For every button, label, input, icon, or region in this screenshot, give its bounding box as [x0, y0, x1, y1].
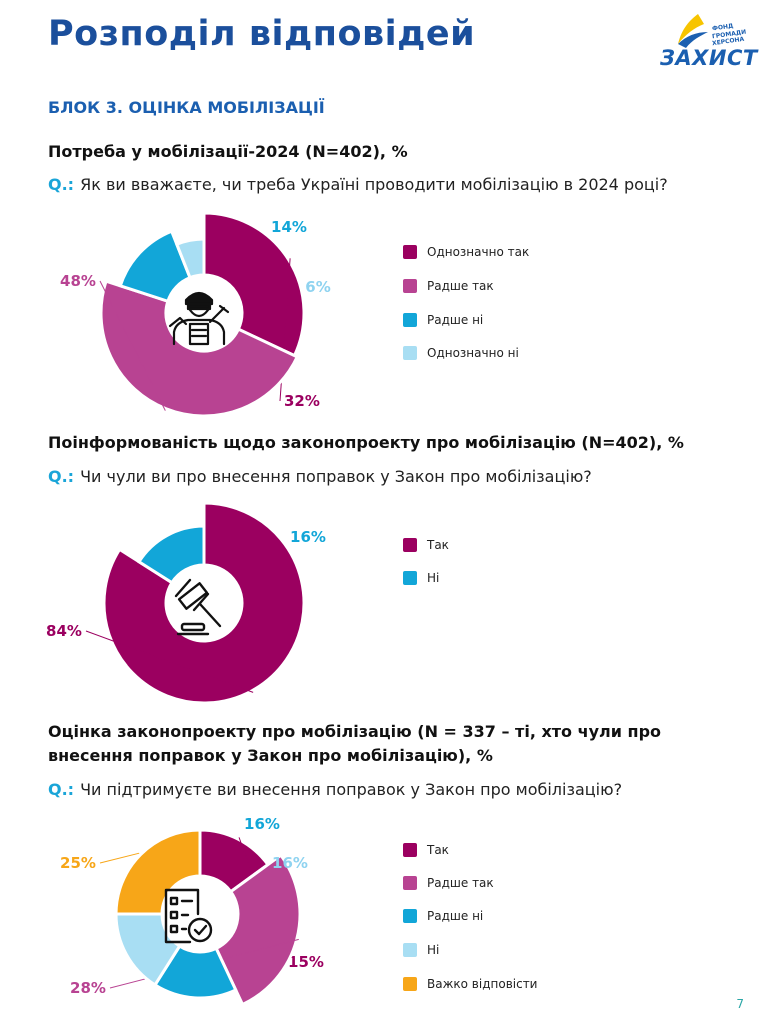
- legend-3-item-3: Радше ні: [403, 907, 483, 925]
- section-1-question-text: Як ви вважаєте, чи треба Україні проводи…: [80, 175, 668, 194]
- legend-swatch: [403, 245, 417, 259]
- gavel-icon: [174, 578, 222, 636]
- chart-3-label-2: 28%: [70, 979, 106, 997]
- soldier-icon: [168, 291, 230, 346]
- legend-3-item-2: Радше так: [403, 874, 494, 892]
- chart-1-label-2: 48%: [60, 272, 96, 290]
- chart-1-label-3: 14%: [271, 218, 307, 236]
- chart-3-leader-5: [99, 852, 140, 864]
- legend-label: Радше так: [427, 876, 494, 890]
- chart-1-leader-2: [99, 280, 166, 411]
- legend-swatch: [403, 943, 417, 957]
- page-title: Розподіл відповідей: [48, 14, 476, 54]
- legend-1-item-4: Однозначно ні: [403, 344, 519, 362]
- chart-2-leader-1: [85, 630, 254, 693]
- legend-swatch: [403, 843, 417, 857]
- section-3-question-text: Чи підтримуєте ви внесення поправок у За…: [80, 780, 623, 799]
- legend-label: Радше ні: [427, 313, 484, 327]
- legend-swatch: [403, 571, 417, 585]
- section-1-title-line: Потреба у мобілізації-2024 (N=402), %: [48, 142, 408, 161]
- legend-swatch: [403, 909, 417, 923]
- chart-2-label-2: 16%: [290, 528, 326, 546]
- legend-swatch: [403, 538, 417, 552]
- legend-1-item-1: Однозначно так: [403, 243, 529, 261]
- chart-3-slice-2: [214, 853, 302, 1007]
- legend-label: Ні: [427, 943, 440, 957]
- section-1-title: Потреба у мобілізації-2024 (N=402), %: [48, 140, 408, 164]
- chart-3-label-5: 25%: [60, 854, 96, 872]
- legend-label: Так: [427, 843, 449, 857]
- logo-flag-icon: [678, 14, 708, 48]
- legend-swatch: [403, 346, 417, 360]
- checklist-icon: [164, 888, 213, 944]
- legend-label: Радше ні: [427, 909, 484, 923]
- legend-1-item-3: Радше ні: [403, 311, 483, 329]
- question-prefix: Q.:: [48, 780, 75, 799]
- section-2-question-text: Чи чули ви про внесення поправок у Закон…: [80, 467, 592, 486]
- chart-1-label-4: 6%: [305, 278, 330, 296]
- chart-3-label-3: 16%: [244, 815, 280, 833]
- legend-swatch: [403, 876, 417, 890]
- section-3-question: Q.: Чи підтримуєте ви внесення поправок у…: [48, 780, 622, 799]
- legend-label: Так: [427, 538, 449, 552]
- legend-swatch: [403, 279, 417, 293]
- block-title: БЛОК 3. ОЦІНКА МОБІЛІЗАЦІЇ: [48, 98, 325, 117]
- section-1-question: Q.: Як ви вважаєте, чи треба Україні пров…: [48, 175, 668, 194]
- legend-label: Радше так: [427, 279, 494, 293]
- legend-1-item-2: Радше так: [403, 277, 494, 295]
- legend-label: Однозначно так: [427, 245, 530, 259]
- legend-label: Ні: [427, 571, 440, 585]
- chart-1-label-1: 32%: [284, 392, 320, 410]
- legend-3-item-1: Так: [403, 841, 449, 859]
- section-3-title: Оцінка законопроекту про мобілізацію (N …: [48, 720, 661, 768]
- chart-2-label-1: 84%: [46, 622, 82, 640]
- legend-2-item-2: Ні: [403, 569, 439, 587]
- page-number: 7: [736, 997, 744, 1011]
- section-2-question: Q.: Чи чули ви про внесення поправок у За…: [48, 467, 592, 486]
- chart-3-label-4: 16%: [272, 854, 308, 872]
- chart-3-center: [162, 876, 238, 952]
- section-3-title-line-1: Оцінка законопроекту про мобілізацію (N …: [48, 722, 662, 741]
- question-prefix: Q.:: [48, 467, 75, 486]
- legend-3-item-5: Важко відповісти: [403, 975, 537, 993]
- question-prefix: Q.:: [48, 175, 75, 194]
- legend-label: Однозначно ні: [427, 346, 519, 360]
- logo-word: ЗАХИСТ: [660, 46, 758, 70]
- legend-swatch: [403, 313, 417, 327]
- logo: ФОНД ГРОМАДИ ХЕРСОНА ЗАХИСТ: [652, 10, 757, 70]
- legend-swatch: [403, 977, 417, 991]
- section-3-title-line-2: внесення поправок у Закон про мобілізаці…: [48, 746, 493, 765]
- legend-label: Важко відповісти: [427, 977, 538, 991]
- section-2-title: Поінформованість щодо законопроекту про …: [48, 431, 684, 455]
- legend-3-item-4: Ні: [403, 941, 439, 959]
- chart-3-label-1: 15%: [288, 953, 324, 971]
- legend-2-item-1: Так: [403, 536, 449, 554]
- section-2-title-line: Поінформованість щодо законопроекту про …: [48, 433, 684, 452]
